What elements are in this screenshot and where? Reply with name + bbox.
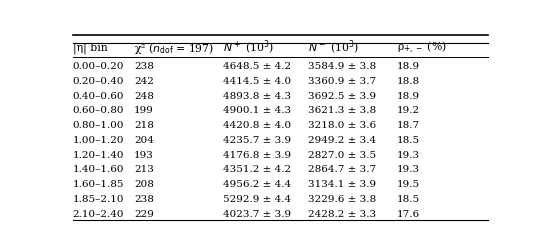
Text: 238: 238: [134, 194, 154, 203]
Text: 2864.7 ± 3.7: 2864.7 ± 3.7: [308, 165, 376, 173]
Text: 0.20–0.40: 0.20–0.40: [73, 76, 124, 86]
Text: 0.00–0.20: 0.00–0.20: [73, 62, 124, 71]
Text: 3621.3 ± 3.8: 3621.3 ± 3.8: [308, 106, 376, 115]
Text: 4900.1 ± 4.3: 4900.1 ± 4.3: [223, 106, 291, 115]
Text: $N^-$ (10$^3$): $N^-$ (10$^3$): [308, 39, 359, 57]
Text: 18.8: 18.8: [397, 76, 420, 86]
Text: ρ$_{+,-}$ (%): ρ$_{+,-}$ (%): [397, 40, 447, 56]
Text: 5292.9 ± 4.4: 5292.9 ± 4.4: [223, 194, 291, 203]
Text: 4176.8 ± 3.9: 4176.8 ± 3.9: [223, 150, 291, 159]
Text: 4956.2 ± 4.4: 4956.2 ± 4.4: [223, 179, 291, 188]
Text: 1.20–1.40: 1.20–1.40: [73, 150, 124, 159]
Text: χ² ($n_{\rm dof}$ = 197): χ² ($n_{\rm dof}$ = 197): [134, 40, 214, 56]
Text: 2827.0 ± 3.5: 2827.0 ± 3.5: [308, 150, 376, 159]
Text: 4023.7 ± 3.9: 4023.7 ± 3.9: [223, 209, 291, 218]
Text: 3134.1 ± 3.9: 3134.1 ± 3.9: [308, 179, 376, 188]
Text: 242: 242: [134, 76, 154, 86]
Text: 1.40–1.60: 1.40–1.60: [73, 165, 124, 173]
Text: 18.5: 18.5: [397, 194, 420, 203]
Text: 4351.2 ± 4.2: 4351.2 ± 4.2: [223, 165, 291, 173]
Text: |η| bin: |η| bin: [73, 42, 107, 54]
Text: 213: 213: [134, 165, 154, 173]
Text: 229: 229: [134, 209, 154, 218]
Text: 3692.5 ± 3.9: 3692.5 ± 3.9: [308, 91, 376, 100]
Text: 193: 193: [134, 150, 154, 159]
Text: 199: 199: [134, 106, 154, 115]
Text: 18.9: 18.9: [397, 62, 420, 71]
Text: 0.80–1.00: 0.80–1.00: [73, 120, 124, 130]
Text: 3229.6 ± 3.8: 3229.6 ± 3.8: [308, 194, 376, 203]
Text: 19.5: 19.5: [397, 179, 420, 188]
Text: 4414.5 ± 4.0: 4414.5 ± 4.0: [223, 76, 291, 86]
Text: 3360.9 ± 3.7: 3360.9 ± 3.7: [308, 76, 376, 86]
Text: 18.5: 18.5: [397, 135, 420, 144]
Text: 19.3: 19.3: [397, 165, 420, 173]
Text: 18.7: 18.7: [397, 120, 420, 130]
Text: 3584.9 ± 3.8: 3584.9 ± 3.8: [308, 62, 376, 71]
Text: 4893.8 ± 4.3: 4893.8 ± 4.3: [223, 91, 291, 100]
Text: $N^+$ (10$^3$): $N^+$ (10$^3$): [223, 39, 274, 57]
Text: 238: 238: [134, 62, 154, 71]
Text: 18.9: 18.9: [397, 91, 420, 100]
Text: 2428.2 ± 3.3: 2428.2 ± 3.3: [308, 209, 376, 218]
Text: 1.85–2.10: 1.85–2.10: [73, 194, 124, 203]
Text: 204: 204: [134, 135, 154, 144]
Text: 248: 248: [134, 91, 154, 100]
Text: 2.10–2.40: 2.10–2.40: [73, 209, 124, 218]
Text: 0.60–0.80: 0.60–0.80: [73, 106, 124, 115]
Text: 17.6: 17.6: [397, 209, 420, 218]
Text: 19.3: 19.3: [397, 150, 420, 159]
Text: 3218.0 ± 3.6: 3218.0 ± 3.6: [308, 120, 376, 130]
Text: 218: 218: [134, 120, 154, 130]
Text: 1.60–1.85: 1.60–1.85: [73, 179, 124, 188]
Text: 0.40–0.60: 0.40–0.60: [73, 91, 124, 100]
Text: 4420.8 ± 4.0: 4420.8 ± 4.0: [223, 120, 291, 130]
Text: 4235.7 ± 3.9: 4235.7 ± 3.9: [223, 135, 291, 144]
Text: 19.2: 19.2: [397, 106, 420, 115]
Text: 208: 208: [134, 179, 154, 188]
Text: 4648.5 ± 4.2: 4648.5 ± 4.2: [223, 62, 291, 71]
Text: 2949.2 ± 3.4: 2949.2 ± 3.4: [308, 135, 376, 144]
Text: 1.00–1.20: 1.00–1.20: [73, 135, 124, 144]
